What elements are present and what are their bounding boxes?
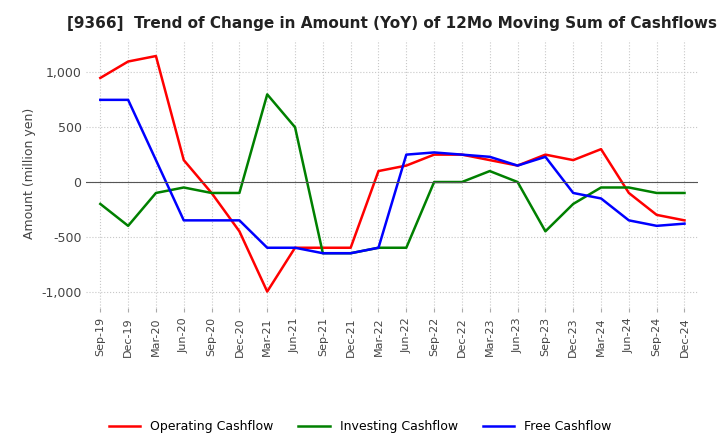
Investing Cashflow: [569, 201, 577, 206]
Line: Operating Cashflow: Operating Cashflow: [100, 56, 685, 292]
Operating Cashflow: [597, 147, 606, 152]
Investing Cashflow: [485, 169, 494, 174]
Operating Cashflow: [624, 191, 633, 196]
Investing Cashflow: [458, 180, 467, 185]
Investing Cashflow: [513, 180, 522, 185]
Operating Cashflow: [402, 163, 410, 168]
Operating Cashflow: [263, 289, 271, 294]
Operating Cashflow: [179, 158, 188, 163]
Operating Cashflow: [152, 53, 161, 59]
Free Cashflow: [235, 218, 243, 223]
Investing Cashflow: [430, 180, 438, 185]
Operating Cashflow: [124, 59, 132, 64]
Investing Cashflow: [291, 125, 300, 130]
Free Cashflow: [263, 245, 271, 250]
Operating Cashflow: [513, 163, 522, 168]
Operating Cashflow: [680, 218, 689, 223]
Investing Cashflow: [179, 185, 188, 190]
Free Cashflow: [179, 218, 188, 223]
Investing Cashflow: [346, 251, 355, 256]
Free Cashflow: [624, 218, 633, 223]
Investing Cashflow: [680, 191, 689, 196]
Legend: Operating Cashflow, Investing Cashflow, Free Cashflow: Operating Cashflow, Investing Cashflow, …: [104, 415, 616, 438]
Investing Cashflow: [541, 229, 550, 234]
Free Cashflow: [513, 163, 522, 168]
Operating Cashflow: [346, 245, 355, 250]
Free Cashflow: [124, 97, 132, 103]
Investing Cashflow: [207, 191, 216, 196]
Investing Cashflow: [96, 201, 104, 206]
Free Cashflow: [96, 97, 104, 103]
Operating Cashflow: [652, 212, 661, 217]
Free Cashflow: [430, 150, 438, 155]
Operating Cashflow: [207, 191, 216, 196]
Investing Cashflow: [318, 251, 327, 256]
Investing Cashflow: [597, 185, 606, 190]
Investing Cashflow: [152, 191, 161, 196]
Free Cashflow: [291, 245, 300, 250]
Y-axis label: Amount (million yen): Amount (million yen): [22, 108, 35, 239]
Investing Cashflow: [624, 185, 633, 190]
Investing Cashflow: [402, 245, 410, 250]
Operating Cashflow: [235, 229, 243, 234]
Investing Cashflow: [263, 92, 271, 97]
Free Cashflow: [207, 218, 216, 223]
Free Cashflow: [652, 223, 661, 228]
Line: Free Cashflow: Free Cashflow: [100, 100, 685, 253]
Operating Cashflow: [430, 152, 438, 157]
Operating Cashflow: [458, 152, 467, 157]
Operating Cashflow: [291, 245, 300, 250]
Free Cashflow: [402, 152, 410, 157]
Investing Cashflow: [374, 245, 383, 250]
Free Cashflow: [680, 221, 689, 226]
Investing Cashflow: [124, 223, 132, 228]
Operating Cashflow: [541, 152, 550, 157]
Free Cashflow: [541, 154, 550, 159]
Free Cashflow: [152, 158, 161, 163]
Investing Cashflow: [652, 191, 661, 196]
Line: Investing Cashflow: Investing Cashflow: [100, 94, 685, 253]
Operating Cashflow: [569, 158, 577, 163]
Free Cashflow: [346, 251, 355, 256]
Free Cashflow: [597, 196, 606, 201]
Operating Cashflow: [318, 245, 327, 250]
Operating Cashflow: [374, 169, 383, 174]
Free Cashflow: [318, 251, 327, 256]
Operating Cashflow: [96, 75, 104, 81]
Free Cashflow: [485, 154, 494, 159]
Operating Cashflow: [485, 158, 494, 163]
Free Cashflow: [569, 191, 577, 196]
Title: [9366]  Trend of Change in Amount (YoY) of 12Mo Moving Sum of Cashflows: [9366] Trend of Change in Amount (YoY) o…: [68, 16, 717, 32]
Investing Cashflow: [235, 191, 243, 196]
Free Cashflow: [458, 152, 467, 157]
Free Cashflow: [374, 245, 383, 250]
